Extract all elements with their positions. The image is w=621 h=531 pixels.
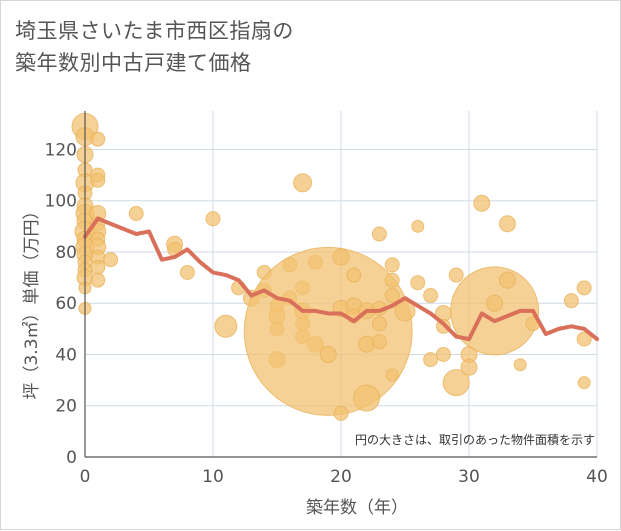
data-bubble — [473, 194, 491, 212]
data-bubble — [90, 131, 106, 147]
data-bubble — [576, 331, 592, 347]
data-bubble — [333, 405, 349, 421]
data-bubble — [205, 211, 221, 227]
data-bubble — [128, 206, 144, 222]
data-bubble — [577, 376, 591, 390]
data-bubble — [498, 271, 516, 289]
data-bubble — [411, 219, 425, 233]
y-tick-label: 60 — [55, 294, 77, 314]
data-bubble — [410, 275, 426, 291]
data-bubble — [90, 259, 106, 275]
chart-title: 埼玉県さいたま市西区指扇の 築年数別中古戸建て価格 — [15, 15, 294, 79]
data-bubble — [498, 215, 516, 233]
average-price-line — [83, 216, 599, 342]
data-bubble — [346, 267, 362, 283]
chart-title-line-1: 埼玉県さいたま市西区指扇の — [15, 19, 294, 43]
axis-layer: 0 20 40 60 80 100 120 0 10 20 30 40 — [45, 111, 608, 487]
data-bubble — [576, 280, 592, 296]
data-bubble — [179, 264, 195, 280]
data-bubble — [353, 384, 381, 412]
x-tick-label: 30 — [458, 467, 480, 487]
y-tick-label: 120 — [45, 140, 77, 160]
x-tick-label: 0 — [80, 467, 91, 487]
line-layer — [83, 216, 599, 342]
data-bubble — [90, 172, 106, 188]
data-bubble — [442, 369, 470, 397]
y-tick-label: 20 — [55, 397, 77, 417]
y-tick-label: 80 — [55, 243, 77, 263]
x-tick-label: 10 — [202, 467, 224, 487]
x-tick-label: 20 — [330, 467, 352, 487]
data-bubble — [332, 248, 350, 266]
data-bubble — [293, 173, 313, 193]
data-bubble — [90, 272, 106, 288]
y-tick-label: 100 — [45, 192, 77, 212]
data-bubble — [319, 345, 337, 363]
bubble-layer — [71, 112, 592, 421]
data-bubble — [460, 358, 478, 376]
data-bubble — [371, 334, 387, 350]
x-axis-label: 築年数（年） — [306, 498, 408, 518]
data-bubble — [448, 267, 464, 283]
data-bubble — [243, 246, 413, 416]
data-bubble — [423, 288, 439, 304]
y-tick-label: 40 — [55, 345, 77, 365]
chart-title-line-2: 築年数別中古戸建て価格 — [15, 51, 252, 75]
x-tick-label: 40 — [586, 467, 608, 487]
data-bubble — [394, 300, 416, 322]
y-tick-label: 0 — [66, 448, 77, 468]
data-bubble — [384, 257, 400, 273]
data-bubble — [103, 252, 119, 268]
bubble-size-note: 円の大きさは、取引のあった物件面積を示す — [355, 432, 595, 447]
y-axis-label: 坪（3.3㎡）単価（万円） — [22, 202, 42, 399]
data-bubble — [371, 226, 387, 242]
data-bubble — [384, 288, 400, 304]
data-bubble — [435, 346, 451, 362]
data-bubble — [563, 293, 579, 309]
data-bubble — [423, 352, 439, 368]
data-bubble — [214, 314, 238, 338]
data-bubble — [486, 294, 504, 312]
data-bubble — [384, 272, 400, 288]
data-bubble — [371, 316, 387, 332]
data-bubble — [513, 358, 527, 372]
data-bubble — [358, 335, 376, 353]
data-bubble — [385, 368, 399, 382]
